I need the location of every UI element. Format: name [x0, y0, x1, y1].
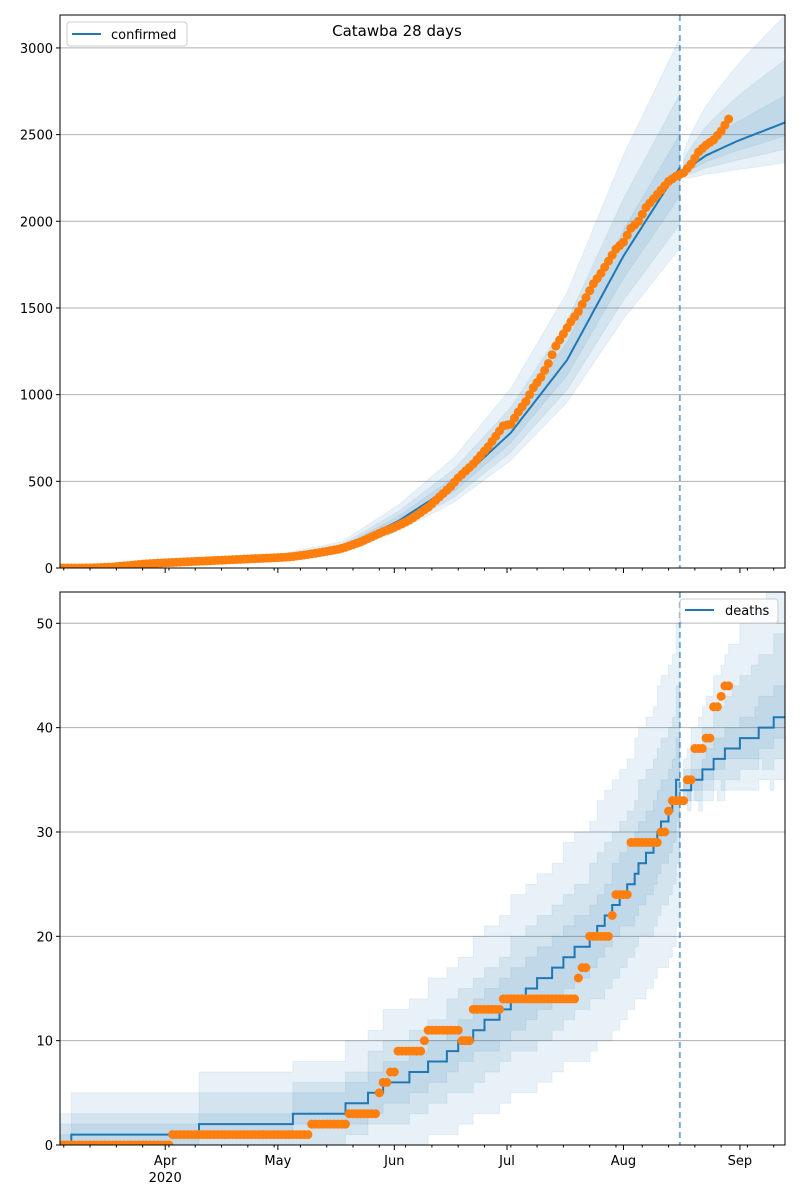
observed-point [716, 691, 726, 701]
y-tick-label: 3000 [20, 42, 53, 57]
observed-point [547, 350, 557, 360]
observed-point [570, 994, 580, 1004]
observed-point [464, 1036, 474, 1046]
x-tick-label: May [264, 1154, 291, 1169]
observed-point [697, 744, 707, 754]
observed-point [525, 390, 535, 400]
observed-point [712, 702, 722, 712]
observed-point [371, 1109, 381, 1119]
chart-title: Catawba 28 days [332, 22, 462, 40]
observed-point [660, 827, 670, 837]
confidence-band-middle-fit [60, 685, 681, 1145]
confirmed-axes: 0 500 1000 1500 2000 2500 3000 [20, 14, 786, 577]
observed-point [419, 1036, 429, 1046]
observed-point [540, 365, 550, 375]
x-tick-year-label: 2020 [149, 1171, 182, 1186]
y-tick-label: 2500 [20, 129, 53, 144]
observed-point [416, 1046, 426, 1056]
observed-point [622, 230, 632, 240]
observed-point [679, 796, 689, 806]
observed-point [543, 358, 553, 368]
plot-area [60, 592, 785, 1145]
legend-label-deaths: deaths [725, 604, 770, 619]
observed-point [607, 910, 617, 920]
axes-frame [59, 14, 786, 569]
y-tick-label: 30 [36, 826, 53, 841]
observed-point [581, 293, 591, 303]
observed-point [581, 963, 591, 973]
observed-point [573, 973, 583, 983]
confidence-band-inner-fit [60, 737, 681, 1145]
y-tick-label: 20 [36, 930, 53, 945]
legend-deaths: deaths [679, 598, 779, 624]
x-tick-label: Jul [498, 1154, 515, 1169]
observed-point [724, 681, 734, 691]
y-tick-label: 0 [45, 1139, 53, 1154]
observed-point [633, 216, 643, 226]
observed-point [652, 837, 662, 847]
observed-point [705, 733, 715, 743]
observed-point [664, 806, 674, 816]
confidence-band-outer-forecast [679, 592, 785, 812]
confidence-band-inner-forecast [679, 685, 785, 802]
y-tick-label: 50 [36, 617, 53, 632]
observed-point [303, 1130, 313, 1140]
x-tick-label: Apr [154, 1154, 177, 1169]
observed-point [637, 209, 647, 219]
observed-point [521, 397, 531, 407]
y-tick-label: 40 [36, 722, 53, 737]
observed-point [585, 286, 595, 296]
y-tick-label: 1000 [20, 389, 53, 404]
y-tick-label: 10 [36, 1035, 53, 1050]
observed-point [603, 931, 613, 941]
observed-point [724, 114, 734, 124]
confidence-band-outer-fit [60, 622, 681, 1145]
confidence-band-outer-forecast [683, 15, 785, 179]
model-line-forecast [683, 121, 785, 172]
axes-frame [59, 591, 786, 1146]
observed-point [618, 237, 628, 247]
model-line-forecast [679, 716, 785, 792]
y-tick-label: 1500 [20, 302, 53, 317]
observed-point [573, 306, 583, 316]
observed-point [453, 1025, 463, 1035]
deaths-axes: 0 10 20 30 40 50 Apr 2020 May Jun Jul Aug Sep [36, 591, 786, 1186]
observed-point [495, 1004, 505, 1014]
x-tick-label: Sep [728, 1154, 753, 1169]
observed-point [577, 300, 587, 310]
legend-label-confirmed: confirmed [111, 28, 177, 43]
observed-point [622, 890, 632, 900]
x-tick-label: Jun [383, 1154, 404, 1169]
observed-point [389, 1067, 399, 1077]
plot-area [60, 15, 785, 568]
observed-point [164, 1140, 174, 1145]
y-tick-label: 500 [28, 475, 53, 490]
y-tick-label: 0 [45, 562, 53, 577]
observed-point [686, 775, 696, 785]
observed-point [536, 372, 546, 382]
y-tick-label: 2000 [20, 215, 53, 230]
x-tick-label: Aug [611, 1154, 636, 1169]
legend-confirmed: confirmed [66, 21, 188, 47]
observed-point [382, 1077, 392, 1087]
observed-point [340, 1119, 350, 1129]
observed-point [374, 1088, 384, 1098]
